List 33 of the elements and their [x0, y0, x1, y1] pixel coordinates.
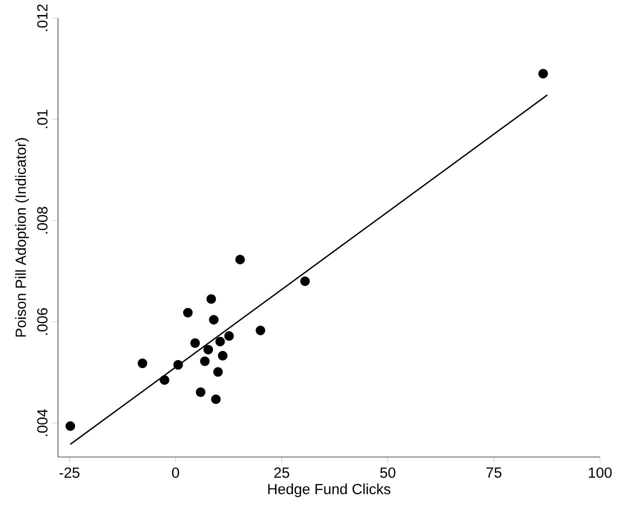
point: [203, 344, 214, 354]
x-tick-label: 50: [380, 467, 396, 478]
x-tick-label: 75: [486, 467, 502, 478]
x-tick-label: 100: [588, 467, 612, 478]
point: [211, 394, 221, 404]
point: [160, 375, 170, 385]
y-tick-label: .004: [37, 409, 48, 436]
x-axis-title: Hedge Fund Clicks: [268, 483, 390, 498]
y-tick-label: .01: [37, 110, 48, 128]
point: [215, 336, 225, 346]
point: [213, 367, 223, 377]
y-tick-label: .008: [37, 206, 48, 234]
x-tick-label: -25: [60, 467, 80, 478]
point: [190, 338, 200, 348]
point: [196, 387, 206, 397]
point: [218, 350, 228, 361]
point: [200, 356, 210, 366]
point: [538, 68, 548, 78]
point: [256, 326, 266, 336]
y-tick-label: .012: [37, 4, 48, 31]
point: [138, 358, 148, 368]
point: [300, 276, 310, 286]
y-tick-label: .006: [37, 308, 48, 335]
point: [206, 294, 216, 304]
point: [224, 331, 234, 341]
point: [235, 254, 245, 264]
y-axis-title: Poison Pill Adoption (Indicator): [15, 138, 29, 337]
point: [183, 308, 193, 318]
point: [208, 314, 219, 325]
point: [66, 421, 76, 431]
x-tick-label: 25: [274, 467, 290, 478]
point: [173, 360, 183, 370]
x-tick-label: 0: [172, 467, 180, 478]
